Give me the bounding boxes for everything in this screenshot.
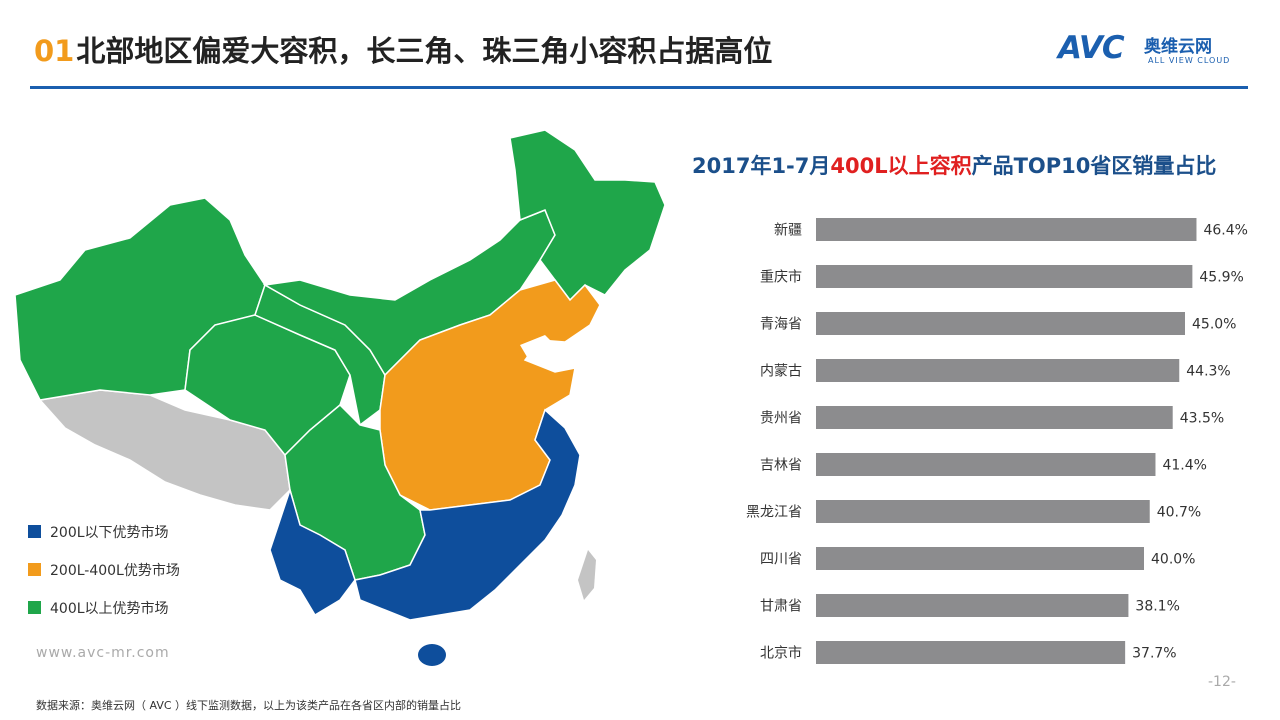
chart-title-highlight: 400L以上容积 [830,154,972,178]
legend-swatch-blue [28,525,41,538]
region-northeast [509,129,666,302]
legend-label: 400L以上优势市场 [50,601,169,617]
legend-label: 200L-400L优势市场 [50,563,180,579]
region-tibet [38,389,291,511]
category-label: 吉林省 [760,458,802,474]
bar [816,406,1173,429]
legend-swatch-orange [28,563,41,576]
category-label: 新疆 [774,223,802,239]
region-hainan [418,644,446,666]
bar [816,594,1129,617]
category-label: 青海省 [760,317,802,333]
china-map [14,129,666,666]
region-taiwan [578,550,596,600]
bar [816,265,1193,288]
value-label: 43.5% [1180,411,1224,427]
title-text: 北部地区偏爱大容积，长三角、珠三角小容积占据高位 [76,34,773,68]
header-divider [30,86,1248,89]
value-label: 40.0% [1151,552,1195,568]
logo-en-text: ALL VIEW CLOUD [1148,56,1231,65]
bar [816,641,1126,664]
bar [816,218,1197,241]
value-label: 41.4% [1162,458,1206,474]
avc-logo: AVC 奥维云网 ALL VIEW CLOUD [1058,30,1258,70]
page-number: -12- [1208,674,1236,690]
region-south [354,408,581,621]
bar [816,453,1156,476]
logo-cn-text: 奥维云网 [1144,37,1212,57]
website-url: www.avc-mr.com [36,645,170,661]
category-label: 四川省 [760,552,802,568]
category-label: 贵州省 [760,411,802,427]
value-label: 46.4% [1203,223,1247,239]
data-source-note: 数据来源：奥维云网（ AVC ）线下监测数据，以上为该类产品在各省区内部的销量占… [36,699,462,712]
value-label: 44.3% [1186,364,1230,380]
bar [816,359,1180,382]
value-label: 37.7% [1132,646,1176,662]
value-label: 38.1% [1135,599,1179,615]
logo-mark: AVC [1058,30,1125,66]
value-label: 45.9% [1199,270,1243,286]
bar [816,312,1185,335]
category-label: 北京市 [760,645,802,662]
bar-chart: 新疆 46.4% 重庆市 45.9% 青海省 45.0% 内蒙古 44.3% 贵州省 43.5% 吉… [746,218,1248,664]
chart-title-part1: 2017年1-7月 [692,154,831,178]
category-label: 内蒙古 [760,364,802,380]
category-label: 甘肃省 [760,599,802,615]
title-number: 01 [34,34,75,68]
page-title: 01北部地区偏爱大容积，长三角、珠三角小容积占据高位 [34,28,772,70]
value-label: 45.0% [1192,317,1236,333]
bohai-sea [520,335,560,365]
bar [816,500,1150,523]
chart-title: 2017年1-7月400L以上容积产品TOP10省区销量占比 [692,150,1216,180]
chart-title-part2: 产品TOP10省区销量占比 [971,154,1217,178]
category-label: 重庆市 [760,269,802,286]
legend-swatch-green [28,601,41,614]
category-label: 黑龙江省 [746,505,802,521]
value-label: 40.7% [1157,505,1201,521]
bar [816,547,1144,570]
region-yunnan [269,487,356,617]
legend-label: 200L以下优势市场 [50,525,169,541]
